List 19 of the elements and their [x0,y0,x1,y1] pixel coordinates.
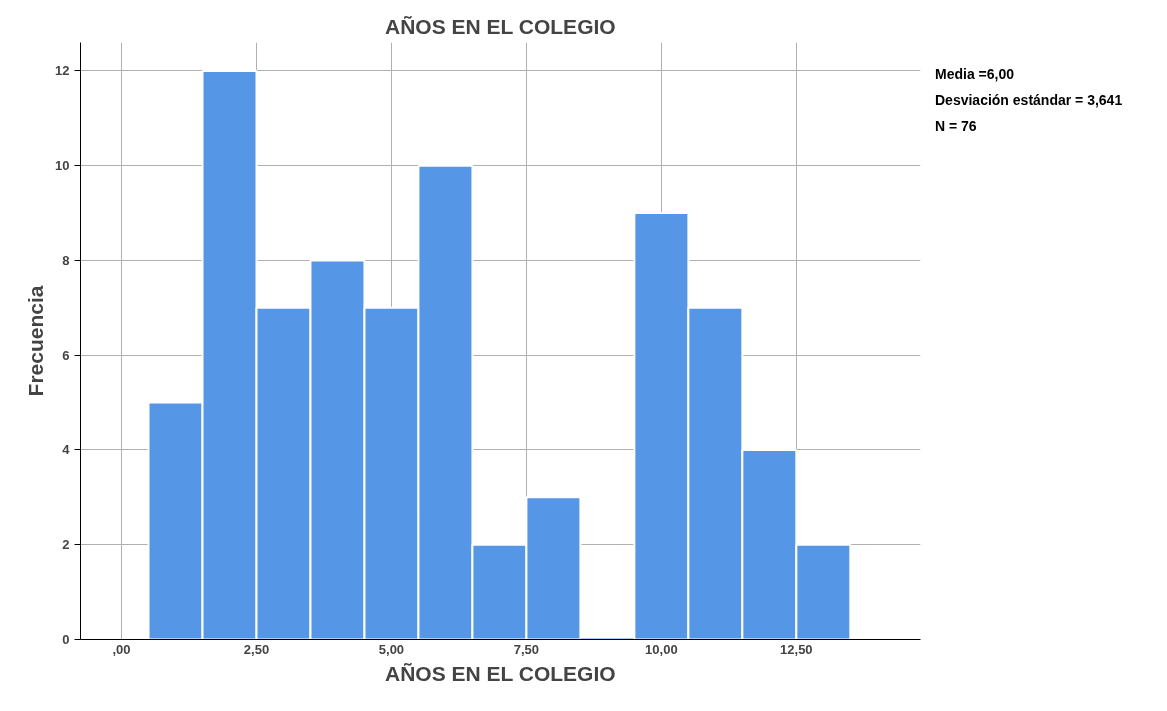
x-axis-title: AÑOS EN EL COLEGIO [384,661,616,685]
x-tick-label: 10,00 [645,641,678,657]
x-tick-label: ,00 [112,641,131,657]
x-tick-label: 2,50 [243,641,270,657]
y-tick-label: 6 [62,347,70,363]
y-tick-label: 12 [55,63,70,79]
text: Media =6,00 [935,66,1014,82]
text: N = 76 [935,118,977,134]
chart-title: AÑOS EN EL COLEGIO [384,14,616,38]
x-tick-label: 5,00 [378,641,405,657]
x-tick-label: 7,50 [513,641,540,657]
y-axis-title: Frecuencia [24,285,48,397]
y-tick-label: 2 [62,537,70,553]
x-tick-label: 12,50 [780,641,813,657]
y-tick-label: 4 [62,442,71,458]
text: Desviación estándar = 3,641 [935,92,1123,108]
y-tick-label: 10 [55,158,70,174]
y-tick-label: 0 [62,632,70,647]
y-tick-label: 8 [62,252,70,268]
